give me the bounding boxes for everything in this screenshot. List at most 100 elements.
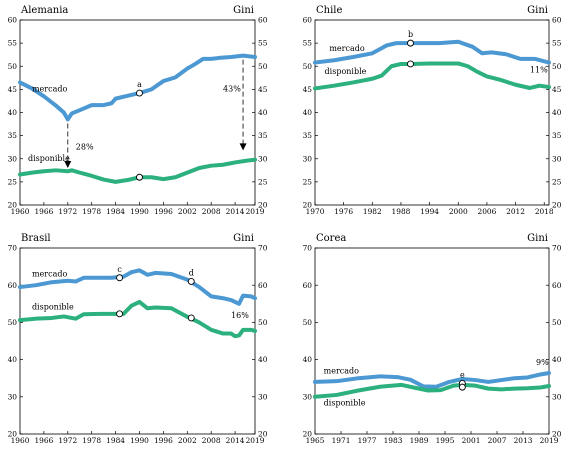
series-line-mercado (18, 268, 257, 306)
y-tick-label-right: 20 (552, 430, 562, 439)
x-tick-label: 1965 (306, 436, 325, 445)
y-tick-label-right: 30 (552, 392, 562, 401)
y-tick-label-right: 20 (258, 430, 268, 439)
y-tick-label-right: 30 (552, 154, 562, 163)
y-tick-label-right: 50 (552, 318, 562, 327)
data-point-marker (116, 310, 124, 318)
y-tick-label-left: 20 (303, 201, 313, 210)
x-tick-label: 1996 (154, 436, 173, 445)
chart-title: Chile (316, 5, 342, 16)
y-tick-label-right: 40 (552, 355, 562, 364)
x-tick-label: 2019 (246, 207, 265, 216)
x-tick-label: 1990 (130, 436, 149, 445)
series-line-mercado (313, 370, 551, 389)
y-tick-label-right: 25 (552, 177, 562, 186)
series-label: disponible (324, 398, 366, 407)
y-tick-label-left: 20 (8, 430, 18, 439)
x-tick-label: 2006 (478, 207, 497, 216)
x-tick-label: 2018 (535, 207, 554, 216)
chart-title: Corea (316, 233, 346, 244)
y-tick-label-right: 35 (552, 131, 562, 140)
x-tick-label: 2008 (202, 436, 221, 445)
y-tick-label-right: 60 (552, 281, 562, 290)
arrow-head (239, 143, 247, 151)
right-axis-title: Gini (233, 233, 254, 244)
x-tick-label: 1995 (436, 436, 455, 445)
x-tick-label: 1996 (154, 207, 173, 216)
value-label: 9% (536, 358, 549, 367)
y-tick-label-right: 45 (552, 85, 562, 94)
data-point-marker (136, 173, 143, 181)
y-tick-label-left: 50 (303, 62, 313, 71)
x-tick-label: 2002 (178, 436, 197, 445)
chart-panel-alemania: Alemania Gini 20 20 25 25 30 30 35 35 40 40 45 45 50 50… (8, 5, 268, 216)
y-tick-label-right: 20 (258, 201, 268, 210)
series-line-mercado (18, 53, 257, 122)
x-tick-label: 1982 (363, 207, 382, 216)
y-tick-label-left: 25 (303, 177, 313, 186)
y-tick-label-left: 30 (8, 154, 18, 163)
x-tick-label: 2001 (462, 436, 481, 445)
chart-panel-chile: Chile Gini 20 20 25 25 30 30 35 35 40 40 45 45 50 50 55 5… (303, 5, 562, 216)
y-tick-label-left: 20 (8, 201, 18, 210)
y-tick-label-left: 55 (303, 39, 313, 48)
x-tick-label: 2007 (488, 436, 507, 445)
series-label: mercado (329, 44, 365, 53)
y-tick-label-left: 40 (8, 108, 18, 117)
x-tick-label: 1970 (306, 207, 325, 216)
arrow-head (64, 161, 72, 168)
data-point-marker (116, 274, 124, 282)
marker-label: e (460, 370, 465, 379)
y-tick-label-right: 25 (258, 177, 268, 186)
y-tick-label-right: 40 (258, 108, 268, 117)
y-tick-label-left: 50 (8, 62, 18, 71)
value-label: 16% (231, 311, 249, 320)
series-line-disponible (18, 157, 257, 184)
chart-title: Alemania (20, 5, 68, 16)
chart-title: Brasil (21, 233, 51, 244)
x-tick-label: 2019 (246, 436, 265, 445)
arrow-label: 43% (223, 85, 241, 94)
y-tick-label-left: 55 (8, 39, 18, 48)
series-label: disponible (28, 154, 70, 163)
y-tick-label-left: 50 (8, 318, 18, 327)
x-tick-label: 1966 (34, 436, 53, 445)
y-tick-label-right: 40 (258, 355, 268, 364)
right-axis-title: Gini (233, 5, 254, 16)
series-line-disponible (313, 61, 551, 91)
series-label: disponible (32, 302, 74, 311)
x-tick-label: 1960 (11, 436, 30, 445)
plot-frame (314, 247, 550, 435)
y-tick-label-right: 70 (258, 244, 268, 253)
y-tick-label-left: 25 (8, 177, 18, 186)
marker-label: c (117, 265, 122, 274)
data-point-marker (187, 278, 195, 285)
series-label: mercado (32, 85, 68, 94)
x-tick-label: 1994 (420, 207, 439, 216)
x-tick-label: 2002 (178, 207, 197, 216)
y-tick-label-right: 45 (258, 85, 268, 94)
x-tick-label: 1984 (106, 207, 125, 216)
y-tick-label-right: 35 (258, 131, 268, 140)
y-tick-label-left: 45 (8, 85, 18, 94)
x-tick-label: 1978 (82, 436, 101, 445)
x-tick-label: 2000 (449, 207, 468, 216)
x-tick-label: 1984 (106, 436, 125, 445)
marker-label: d (189, 268, 194, 277)
y-tick-label-left: 60 (8, 281, 18, 290)
x-tick-label: 1966 (34, 207, 53, 216)
y-tick-label-left: 45 (303, 85, 313, 94)
y-tick-label-right: 60 (552, 16, 562, 25)
y-tick-label-left: 35 (303, 131, 313, 140)
y-tick-label-left: 35 (8, 131, 18, 140)
data-point-marker (458, 383, 466, 391)
series-line-disponible (313, 382, 551, 399)
right-axis-title: Gini (527, 233, 548, 244)
value-label: 11% (530, 65, 548, 74)
x-tick-label: 2013 (514, 436, 533, 445)
y-tick-label-left: 60 (8, 16, 18, 25)
x-tick-label: 2019 (540, 436, 559, 445)
arrow-label: 28% (76, 142, 94, 151)
x-tick-label: 1960 (11, 207, 30, 216)
